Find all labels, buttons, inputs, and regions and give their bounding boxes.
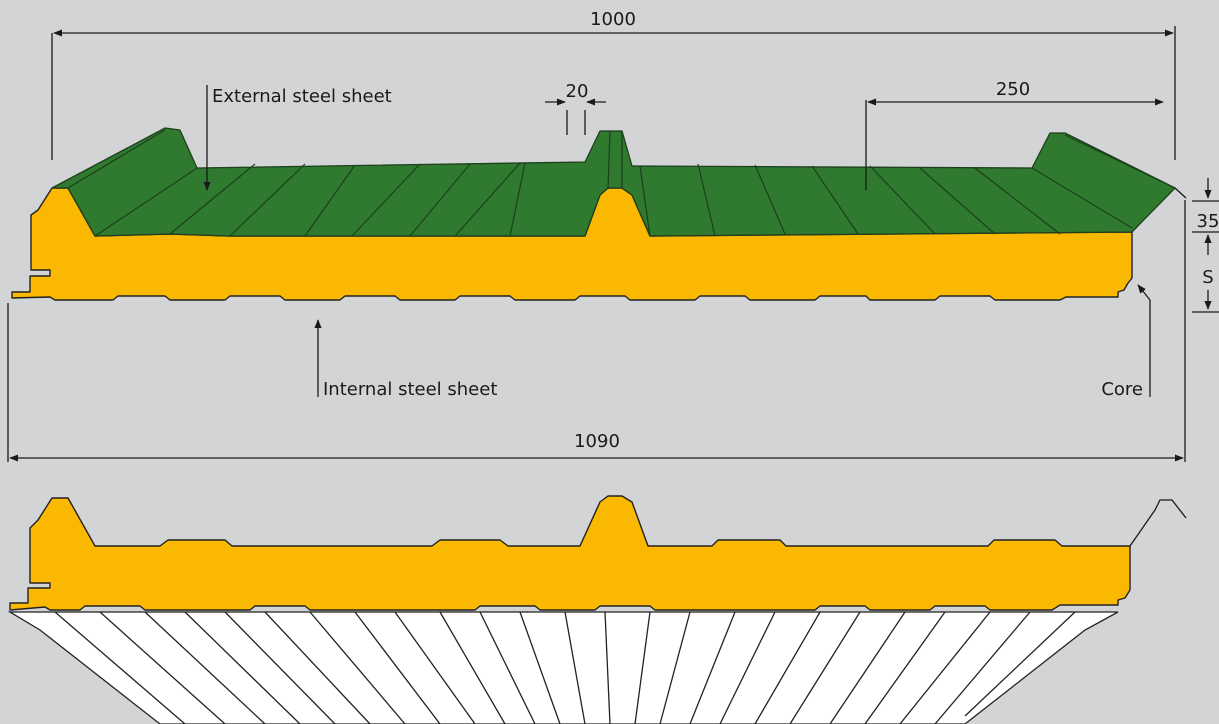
dim-20-label: 20 — [566, 81, 589, 102]
dimension-1000: 1000 — [51, 9, 1176, 160]
dim-250-label: 250 — [996, 79, 1030, 100]
edge-hook-bottom — [1129, 499, 1187, 547]
dim-1090-label: 1090 — [574, 431, 620, 452]
sheet-ribs — [67, 129, 1176, 237]
callout-internal-sheet: Internal steel sheet — [314, 319, 497, 400]
core-label: Core — [1101, 379, 1143, 400]
callout-core: Core — [1101, 284, 1151, 400]
external-steel-sheet — [51, 127, 1176, 237]
top-panel — [11, 127, 1187, 301]
core-bottom — [9, 495, 1131, 611]
callout-external-sheet: External steel sheet — [203, 85, 392, 191]
mineral-wool-lamellas — [7, 611, 1119, 724]
lamella-lines — [54, 611, 1076, 724]
external-sheet-label: External steel sheet — [212, 86, 392, 107]
internal-sheet-label: Internal steel sheet — [323, 379, 497, 400]
dimension-20: 20 — [545, 81, 606, 135]
dim-1000-label: 1000 — [590, 9, 636, 30]
dimension-1090: 1090 — [7, 200, 1186, 462]
bottom-panel — [7, 495, 1187, 724]
dim-s-label: S — [1202, 267, 1213, 288]
edge-hook — [1174, 187, 1187, 199]
dim-35-label: 35 — [1197, 211, 1219, 232]
dimension-250: 250 — [865, 79, 1164, 190]
dimension-35-s: 35 S — [1192, 178, 1219, 313]
